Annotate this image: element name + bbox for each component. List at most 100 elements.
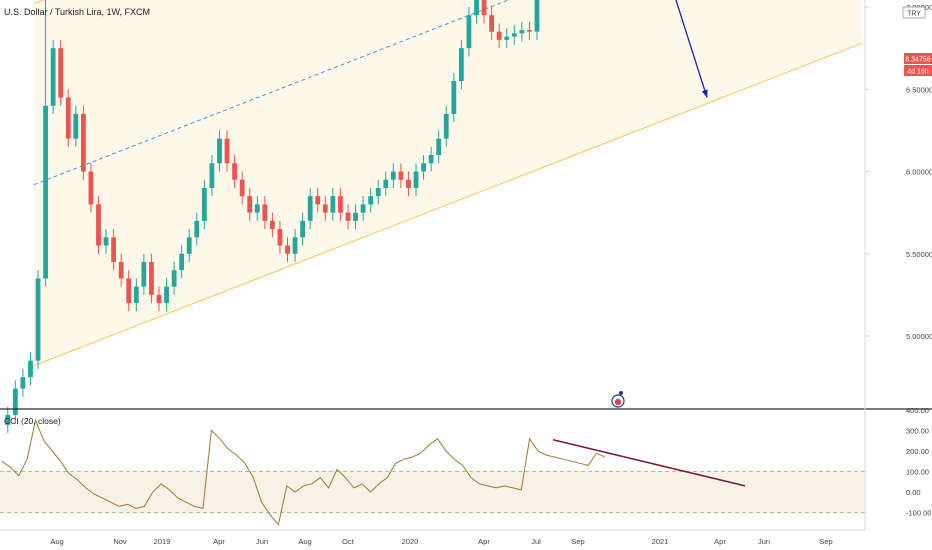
candle-body bbox=[88, 171, 94, 205]
candle-body bbox=[247, 196, 253, 213]
candle-body bbox=[50, 48, 56, 106]
channel-mid-line[interactable] bbox=[33, 0, 862, 186]
price-tick-label: 5.00000 bbox=[906, 332, 932, 341]
candle-body bbox=[111, 237, 117, 262]
price-tick-label: 6.50000 bbox=[906, 85, 932, 94]
candle-body bbox=[292, 237, 298, 254]
currency-badge[interactable] bbox=[902, 6, 926, 19]
candle-body bbox=[474, 0, 479, 16]
candle-body bbox=[262, 204, 268, 221]
last-price-label: 8.34756 bbox=[905, 57, 930, 64]
candle-body bbox=[179, 253, 185, 271]
candle-body bbox=[504, 36, 510, 40]
cci-line[interactable] bbox=[1, 418, 606, 526]
cci-tick-label: 400.00 bbox=[906, 406, 929, 415]
candle-body bbox=[489, 15, 495, 32]
candle-body bbox=[307, 196, 313, 221]
candle-body bbox=[186, 237, 192, 254]
candle-body bbox=[239, 179, 245, 197]
candle-body bbox=[322, 204, 328, 213]
candle-body bbox=[194, 220, 200, 238]
candle-body bbox=[481, 0, 487, 16]
candle-body bbox=[315, 196, 321, 205]
candle-body bbox=[300, 220, 306, 238]
candle-body bbox=[436, 138, 442, 156]
candle-body bbox=[80, 113, 86, 172]
projection-arrow[interactable] bbox=[608, 0, 708, 98]
candle-body bbox=[126, 278, 132, 304]
candle-body bbox=[338, 196, 343, 213]
cci-tick-label: -100.00 bbox=[906, 509, 931, 518]
candle-body bbox=[398, 171, 404, 180]
candle-body bbox=[421, 163, 426, 172]
candle-body bbox=[466, 15, 472, 49]
candle-body bbox=[149, 261, 154, 295]
candle-body bbox=[164, 286, 169, 304]
time-axis-label: Oct bbox=[342, 537, 355, 546]
candle-body bbox=[217, 138, 222, 164]
candle-body bbox=[171, 270, 177, 287]
candle-body bbox=[224, 138, 230, 164]
candle-body bbox=[277, 229, 283, 246]
candle-body bbox=[65, 97, 71, 139]
candle-body bbox=[73, 113, 79, 139]
candle-body bbox=[141, 261, 147, 287]
candle-body bbox=[285, 245, 290, 254]
time-axis[interactable]: Aug Nov 2019 Apr Jun Aug Oct 2020 Apr Jul Sep 2021 A… bbox=[50, 537, 832, 546]
countdown-badge bbox=[904, 65, 932, 76]
candle-body bbox=[118, 261, 124, 279]
candle-body bbox=[96, 204, 101, 246]
time-axis-label: Jun bbox=[758, 537, 770, 546]
candle-body bbox=[28, 360, 33, 378]
candle-body bbox=[390, 171, 396, 180]
candles-group bbox=[5, 0, 540, 434]
time-axis-label: Jul bbox=[531, 537, 541, 546]
time-axis-label: 2021 bbox=[652, 537, 669, 546]
time-axis-label: Apr bbox=[714, 537, 726, 546]
currency-badge-label: TRY bbox=[907, 11, 921, 18]
candle-body bbox=[156, 294, 162, 304]
candle-body bbox=[58, 48, 64, 98]
last-price-badge bbox=[904, 53, 932, 64]
candle-body bbox=[458, 48, 464, 82]
channel-lower-line[interactable] bbox=[33, 42, 863, 367]
candle-body bbox=[496, 31, 502, 40]
candle-body bbox=[12, 388, 18, 415]
cci-tick-label: 100.00 bbox=[906, 468, 929, 477]
candle-body bbox=[413, 171, 419, 188]
cci-title: CCI (20, close) bbox=[4, 416, 61, 426]
chart-title: U.S. Dollar / Turkish Lira, 1W, FXCM bbox=[4, 7, 150, 17]
candle-body bbox=[511, 33, 517, 37]
candle-body bbox=[103, 237, 109, 246]
candle-body bbox=[527, 30, 532, 32]
candle-body bbox=[201, 187, 207, 221]
time-axis-label: Aug bbox=[50, 537, 63, 546]
cci-band bbox=[0, 471, 865, 513]
candle-body bbox=[330, 196, 336, 213]
cci-tick-label: 0.00 bbox=[906, 488, 921, 497]
candle-body bbox=[254, 204, 260, 213]
time-axis-label: Sep bbox=[571, 537, 584, 546]
time-axis-label: Nov bbox=[113, 537, 127, 546]
cci-trend-line[interactable] bbox=[552, 438, 746, 487]
candle-body bbox=[345, 212, 351, 221]
cci-scale[interactable]: -100.00 0.00 100.00 200.00 300.00 400.00 bbox=[906, 406, 931, 518]
candle-body bbox=[360, 204, 366, 213]
tradingview-logo-icon[interactable] bbox=[611, 391, 625, 408]
projection-arrow-head bbox=[701, 89, 708, 98]
candle-body bbox=[383, 179, 389, 188]
time-axis-label: Jun bbox=[256, 537, 268, 546]
candle-body bbox=[519, 30, 525, 34]
candle-body bbox=[20, 377, 26, 389]
time-axis-label: Apr bbox=[213, 537, 225, 546]
candle-body bbox=[368, 196, 374, 205]
price-tick-label: 6.00000 bbox=[906, 168, 932, 177]
cci-pane[interactable] bbox=[0, 418, 865, 526]
candle-body bbox=[443, 113, 449, 139]
candle-body bbox=[232, 163, 237, 180]
price-pane[interactable] bbox=[0, 0, 865, 434]
time-axis-label: Aug bbox=[298, 537, 311, 546]
candle-body bbox=[209, 163, 215, 188]
